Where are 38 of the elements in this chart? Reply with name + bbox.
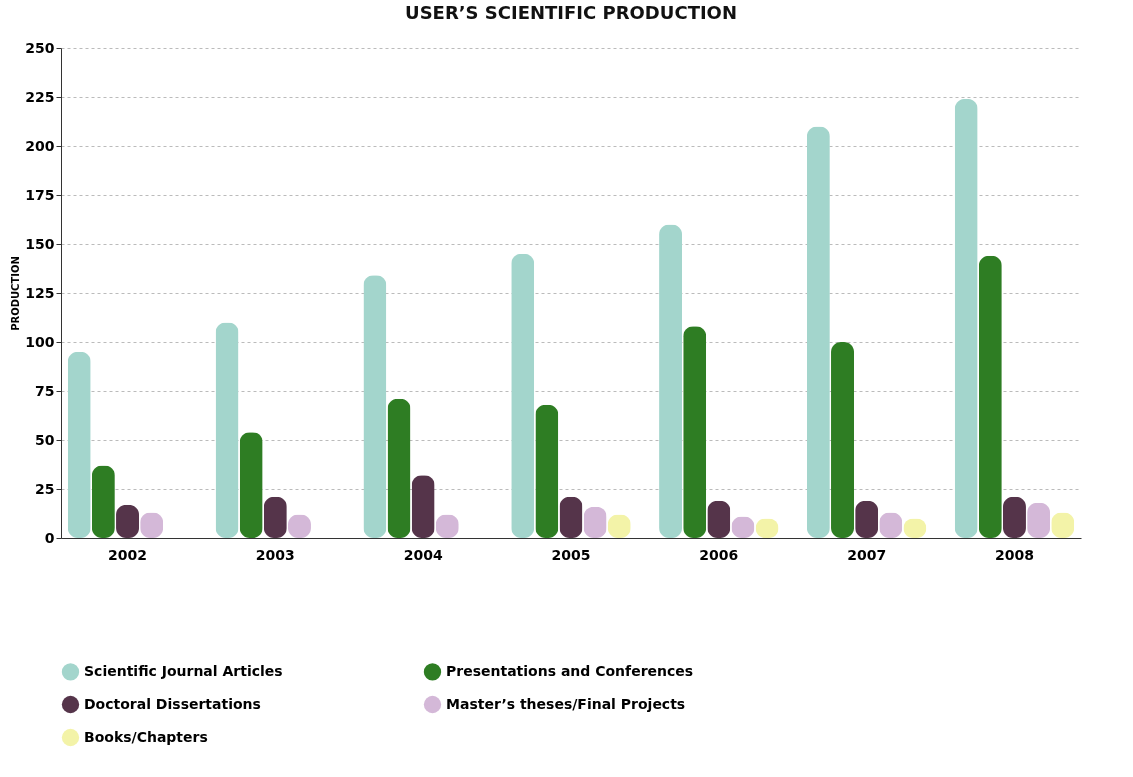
y-tick-label: 250 (25, 39, 55, 56)
bar (239, 432, 263, 538)
y-tick-label: 125 (25, 284, 55, 301)
x-tick-label: 2006 (699, 546, 739, 563)
bar (535, 404, 559, 538)
y-tick-label: 50 (35, 431, 55, 448)
legend-label: Master’s theses/Final Projects (446, 695, 686, 712)
x-tick-label: 2008 (994, 546, 1034, 563)
y-tick-label: 150 (25, 235, 55, 252)
y-tick-label: 100 (25, 333, 55, 350)
x-tick-label: 2002 (108, 546, 148, 563)
bar (831, 342, 855, 538)
bar (363, 275, 387, 538)
legend-label: Books/Chapters (84, 728, 208, 745)
y-tick-label: 0 (44, 529, 55, 546)
bar (806, 126, 830, 538)
bar (511, 253, 535, 538)
legend-label: Presentations and Conferences (446, 662, 694, 679)
bar (387, 398, 411, 538)
y-tick-label: 200 (25, 137, 55, 154)
legend-label: Scientific Journal Articles (84, 662, 283, 679)
bar (978, 255, 1002, 538)
y-axis-title: PRODUCTION (10, 256, 22, 331)
bar (954, 98, 978, 538)
bar (215, 322, 239, 538)
y-tick-label: 175 (25, 186, 55, 203)
chart-title: USER’S SCIENTIFIC PRODUCTION (405, 2, 737, 23)
y-tick-label: 225 (25, 88, 55, 105)
y-tick-label: 75 (35, 382, 55, 399)
legend-label: Doctoral Dissertations (84, 695, 261, 712)
x-tick-label: 2007 (847, 546, 887, 563)
bar (67, 351, 91, 538)
x-tick-label: 2003 (255, 546, 295, 563)
bar (683, 326, 707, 538)
y-tick-label: 25 (35, 480, 55, 497)
x-tick-label: 2004 (403, 546, 443, 563)
x-tick-label: 2005 (551, 546, 591, 563)
bar (659, 224, 683, 538)
